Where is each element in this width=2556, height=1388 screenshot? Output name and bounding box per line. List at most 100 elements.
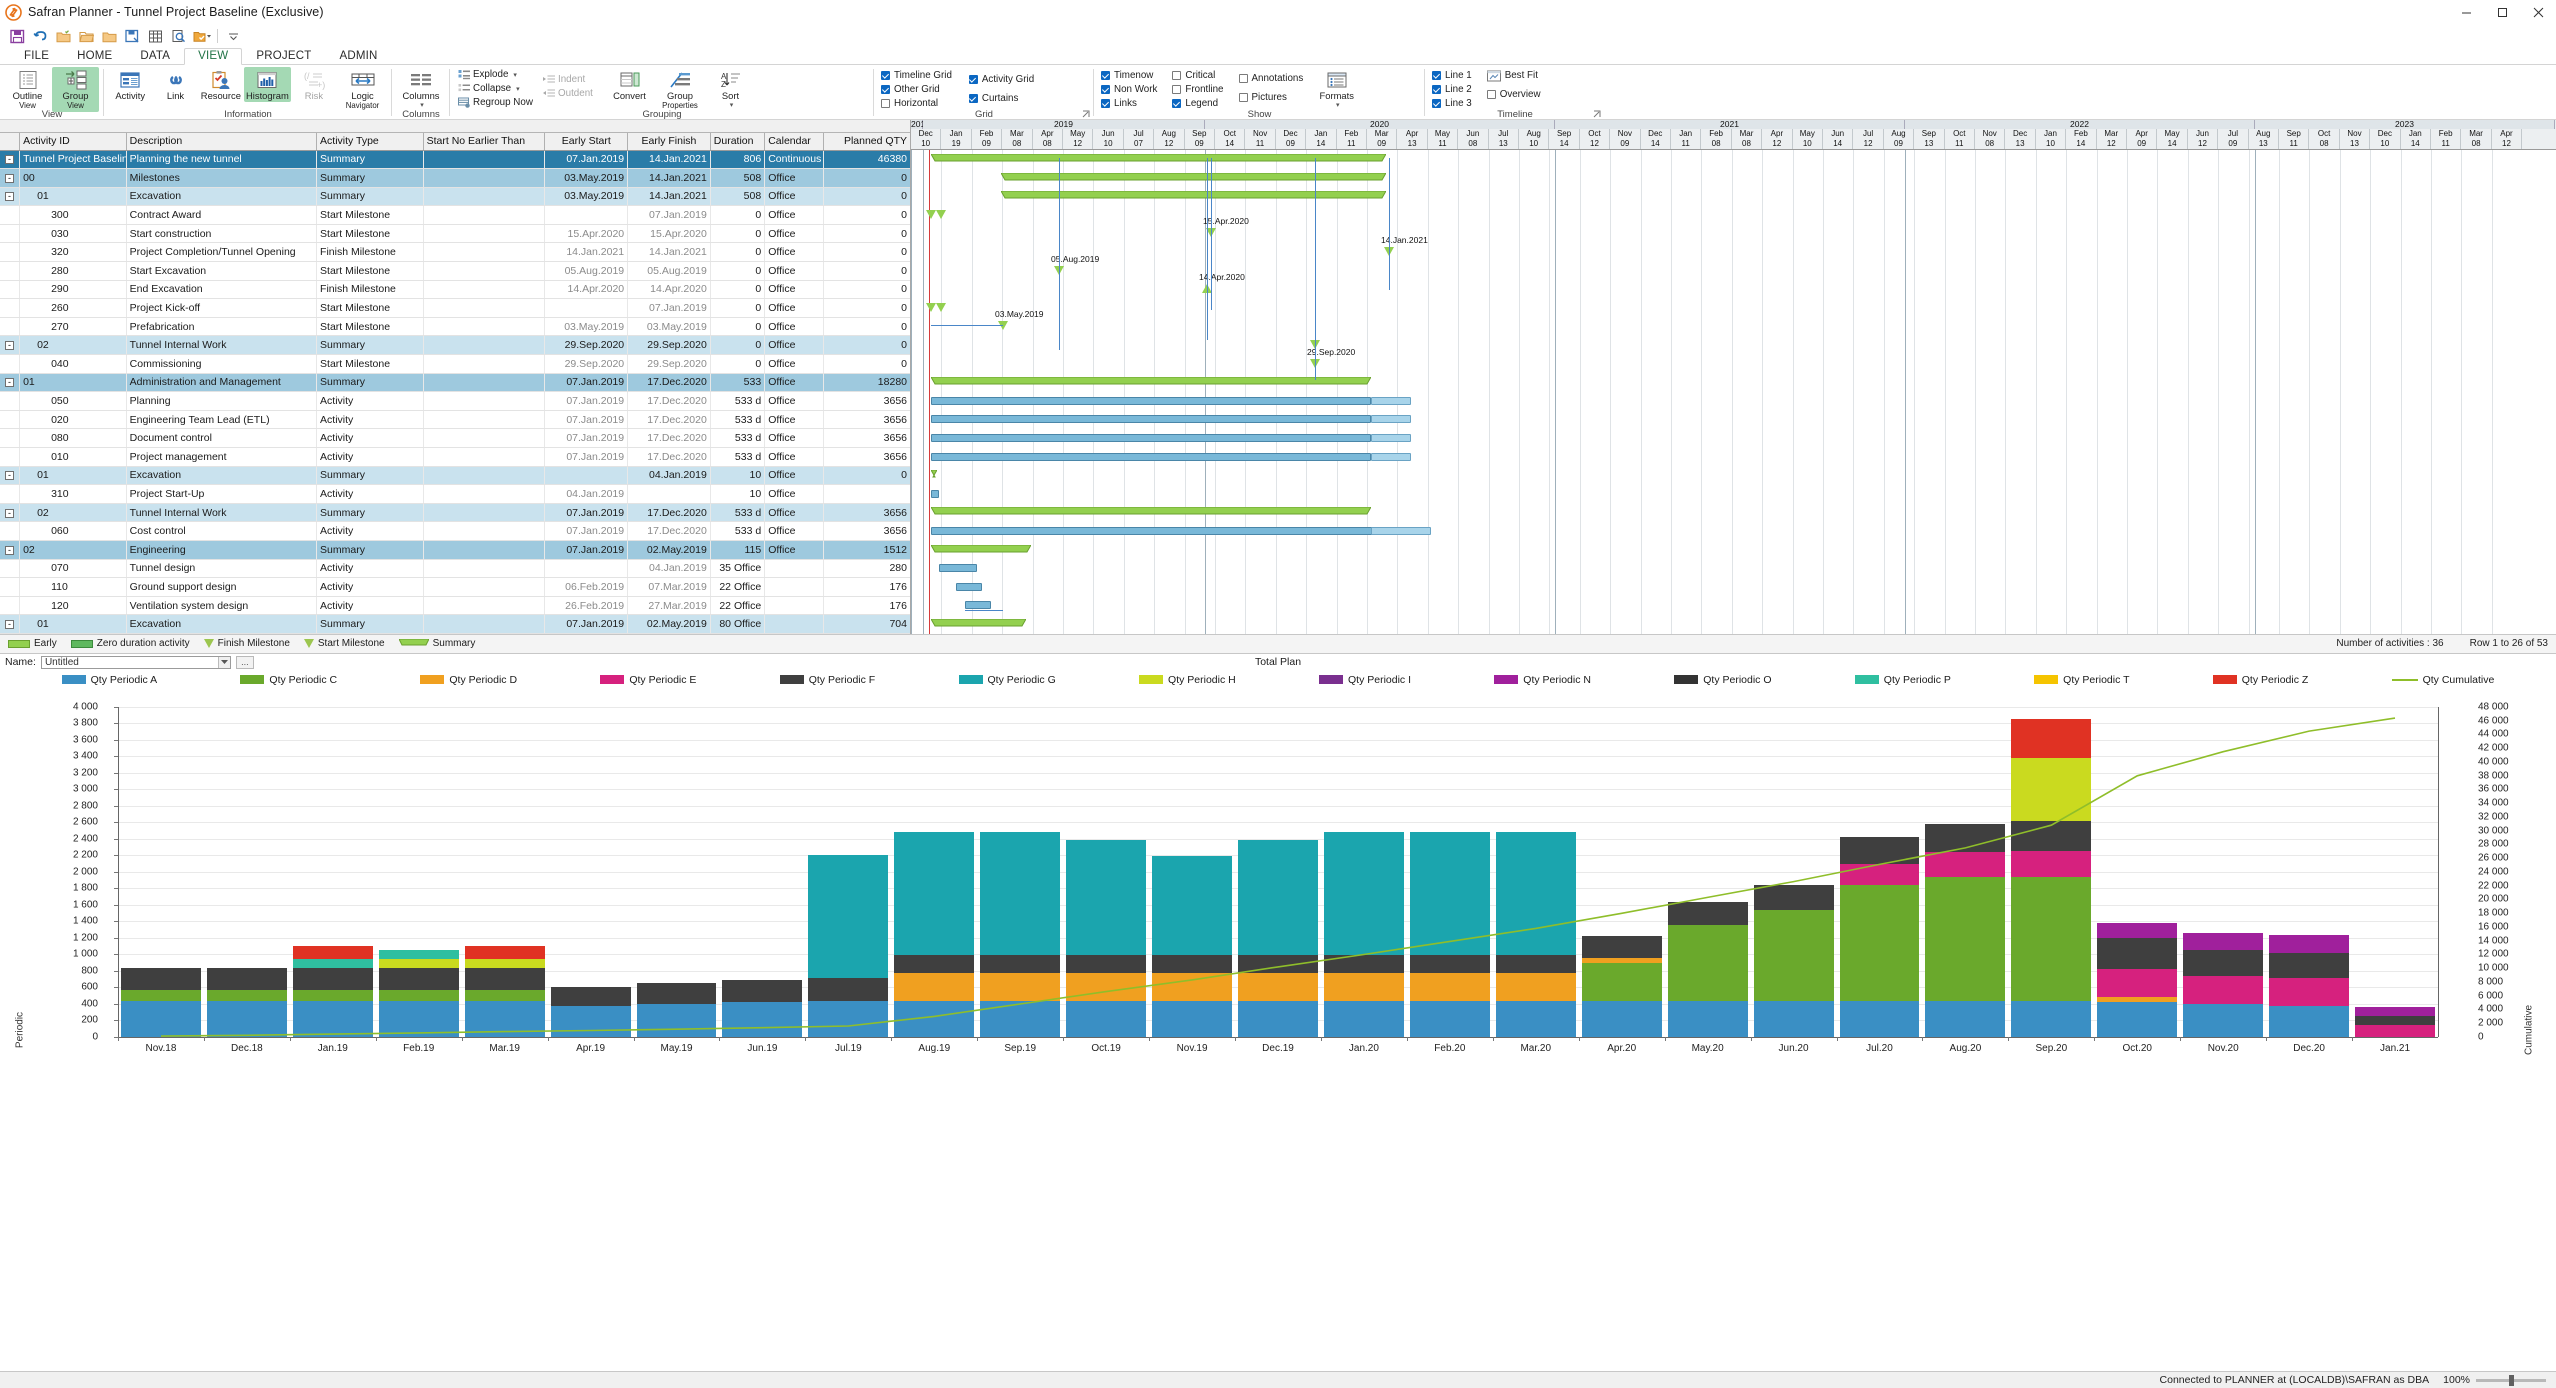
cell-planned-qty[interactable]: 0 bbox=[823, 168, 910, 188]
timeline-grid-checkbox[interactable]: Timeline Grid bbox=[878, 69, 955, 82]
cell-early-finish[interactable]: 17.Dec.2020 bbox=[627, 428, 711, 448]
cell-description[interactable]: Planning the new tunnel bbox=[126, 150, 318, 170]
gantt-activity-bar[interactable] bbox=[931, 489, 939, 498]
expander-icon[interactable]: - bbox=[5, 155, 15, 165]
row-expander[interactable]: - bbox=[0, 540, 21, 560]
chart-bar-column[interactable] bbox=[550, 707, 631, 1037]
cell-early-start[interactable]: 07.Jan.2019 bbox=[544, 540, 629, 560]
cell-activity-id[interactable]: Tunnel Project Baseline bbox=[19, 150, 127, 170]
cell-activity-id[interactable]: 110 bbox=[19, 577, 127, 597]
cell-description[interactable]: Project Kick-off bbox=[126, 298, 318, 318]
chart-bar-segment[interactable] bbox=[378, 950, 459, 960]
gantt-activity-bar[interactable] bbox=[931, 396, 1371, 405]
cell-planned-qty[interactable]: 3656 bbox=[823, 410, 910, 430]
chart-legend-item[interactable]: Qty Periodic C bbox=[240, 674, 337, 686]
cell-early-start[interactable]: 07.Jan.2019 bbox=[544, 150, 629, 170]
cell-activity-type[interactable]: Start Milestone bbox=[316, 205, 424, 225]
gantt-summary-bar[interactable] bbox=[930, 618, 1027, 628]
table-row[interactable]: -01 Excavation Summary 03.May.2019 14.Jan.20… bbox=[0, 187, 910, 207]
cell-early-start[interactable]: 03.May.2019 bbox=[544, 187, 629, 207]
cell-duration[interactable]: 0 bbox=[710, 280, 766, 300]
cell-planned-qty[interactable] bbox=[823, 484, 910, 504]
table-row[interactable]: 320 Project Completion/Tunnel Opening Fini… bbox=[0, 242, 910, 263]
row-expander[interactable]: - bbox=[0, 150, 21, 170]
cell-calendar[interactable]: Office bbox=[764, 335, 824, 356]
name-dropdown-icon[interactable] bbox=[217, 656, 230, 668]
cell-duration[interactable]: 0 bbox=[710, 224, 766, 244]
chart-bar-segment[interactable] bbox=[1066, 955, 1147, 974]
chart-legend-item[interactable]: Qty Periodic O bbox=[1674, 674, 1772, 686]
cell-activity-type[interactable]: Activity bbox=[316, 596, 424, 616]
chart-bar-segment[interactable] bbox=[1409, 973, 1490, 1001]
chart-bar-segment[interactable] bbox=[2011, 850, 2092, 877]
cell-activity-id[interactable]: 02 bbox=[19, 540, 127, 560]
chart-bar-column[interactable] bbox=[1409, 707, 1490, 1037]
expander-icon[interactable]: - bbox=[5, 545, 15, 555]
tab-file[interactable]: FILE bbox=[24, 50, 50, 62]
cell-description[interactable]: Project Start-Up bbox=[126, 484, 318, 504]
table-row[interactable]: 010 Project management Activity 07.Jan.2019… bbox=[0, 447, 910, 467]
chart-bar-column[interactable] bbox=[2097, 707, 2178, 1037]
cell-activity-type[interactable]: Summary bbox=[316, 150, 424, 170]
chart-bar-segment[interactable] bbox=[1066, 839, 1147, 956]
cell-start-no-earlier-than[interactable] bbox=[423, 168, 546, 188]
chart-bar-segment[interactable] bbox=[1839, 885, 1920, 1001]
chart-bar-column[interactable] bbox=[808, 707, 889, 1037]
timeline-dialog-launcher[interactable] bbox=[1593, 110, 1602, 119]
col-early-start[interactable]: Early Start bbox=[544, 133, 629, 151]
cell-planned-qty[interactable]: 176 bbox=[823, 577, 910, 597]
cell-activity-id[interactable]: 120 bbox=[19, 596, 127, 616]
cell-early-finish[interactable]: 17.Dec.2020 bbox=[627, 373, 711, 393]
chart-bar-column[interactable] bbox=[1238, 707, 1318, 1037]
tab-view[interactable]: VIEW bbox=[184, 48, 243, 65]
cell-planned-qty[interactable]: 0 bbox=[823, 187, 910, 207]
row-expander[interactable]: - bbox=[0, 466, 21, 486]
row-expander[interactable] bbox=[0, 596, 21, 616]
cell-planned-qty[interactable]: 0 bbox=[823, 298, 910, 318]
chart-legend-item[interactable]: Qty Periodic I bbox=[1319, 674, 1411, 686]
expander-icon[interactable]: - bbox=[5, 508, 15, 518]
cell-duration[interactable]: 10 bbox=[710, 466, 766, 486]
chart-bar-segment[interactable] bbox=[2183, 933, 2264, 950]
line3-checkbox[interactable]: Line 3 bbox=[1429, 97, 1475, 110]
chart-bar-segment[interactable] bbox=[980, 1000, 1061, 1037]
chart-bar-segment[interactable] bbox=[1152, 1000, 1233, 1037]
expander-icon[interactable]: - bbox=[5, 471, 15, 481]
open-recent-icon[interactable] bbox=[98, 26, 121, 46]
chart-bar-segment[interactable] bbox=[2011, 876, 2092, 1001]
chart-legend-item[interactable]: Qty Periodic A bbox=[61, 674, 157, 686]
cell-duration[interactable]: 22 Office bbox=[710, 577, 766, 597]
chart-bar-segment[interactable] bbox=[292, 1000, 373, 1037]
chart-bar-segment[interactable] bbox=[1581, 962, 1662, 1001]
undo-icon[interactable] bbox=[29, 26, 52, 46]
cell-planned-qty[interactable]: 0 bbox=[823, 317, 910, 337]
chart-bar-segment[interactable] bbox=[2269, 1005, 2350, 1037]
chart-bar-segment[interactable] bbox=[808, 1000, 889, 1037]
cell-description[interactable]: Engineering Team Lead (ETL) bbox=[126, 410, 318, 430]
chart-bar-segment[interactable] bbox=[894, 955, 975, 974]
cell-start-no-earlier-than[interactable] bbox=[423, 280, 546, 300]
cell-planned-qty[interactable]: 0 bbox=[823, 261, 910, 281]
cell-duration[interactable]: 533 d bbox=[710, 410, 766, 430]
gantt-summary-bar[interactable] bbox=[930, 376, 1372, 386]
cell-duration[interactable]: 533 d bbox=[710, 428, 766, 448]
chart-bar-column[interactable] bbox=[464, 707, 545, 1037]
cell-activity-id[interactable]: 060 bbox=[19, 521, 127, 541]
cell-calendar[interactable] bbox=[764, 614, 824, 634]
gantt-summary-bar[interactable] bbox=[930, 469, 938, 479]
chart-bar-segment[interactable] bbox=[980, 955, 1061, 974]
cell-early-start[interactable]: 07.Jan.2019 bbox=[544, 391, 629, 411]
chart-bar-column[interactable] bbox=[121, 707, 201, 1037]
cell-description[interactable]: Tunnel Internal Work bbox=[126, 503, 318, 523]
table-row[interactable]: 020 Engineering Team Lead (ETL) Activity 07… bbox=[0, 410, 910, 430]
cell-description[interactable]: Ground support design bbox=[126, 577, 318, 597]
table-row[interactable]: 050 Planning Activity 07.Jan.2019 17.Dec.202… bbox=[0, 391, 910, 411]
cell-early-finish[interactable]: 04.Jan.2019 bbox=[627, 559, 711, 579]
chart-legend-item[interactable]: Qty Periodic D bbox=[420, 674, 517, 686]
tab-project[interactable]: PROJECT bbox=[256, 50, 312, 62]
cell-calendar[interactable]: Office bbox=[764, 242, 824, 263]
chart-bar-column[interactable] bbox=[206, 707, 287, 1037]
cell-planned-qty[interactable]: 0 bbox=[823, 466, 910, 486]
link-button[interactable]: Link bbox=[153, 67, 197, 102]
